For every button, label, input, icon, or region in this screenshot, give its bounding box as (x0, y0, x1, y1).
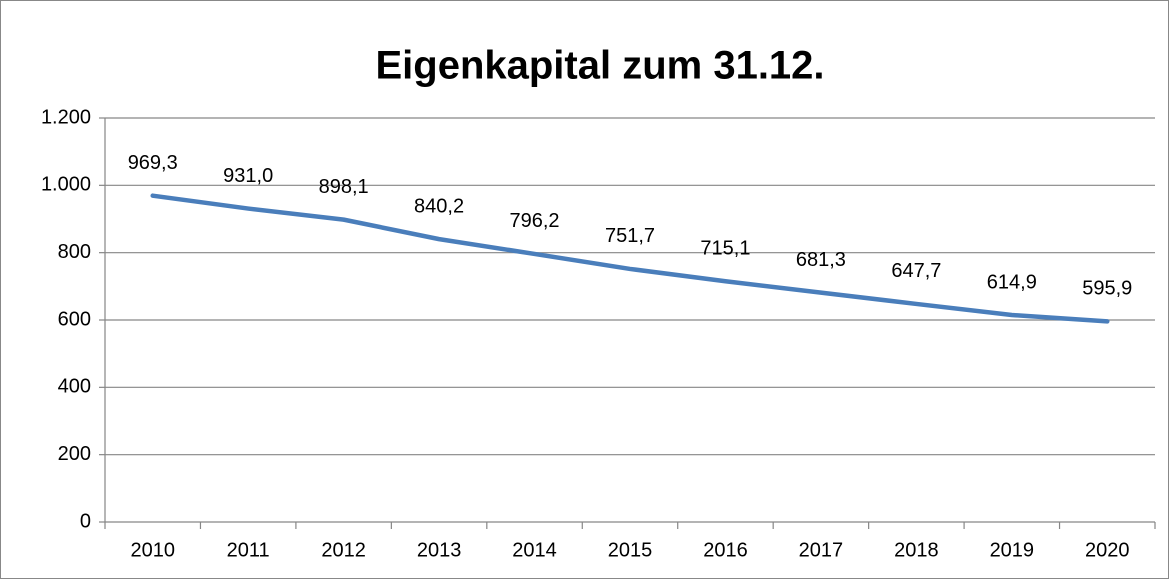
x-tick-label: 2013 (417, 539, 462, 561)
x-tick-label: 2016 (703, 539, 748, 561)
data-label: 715,1 (700, 238, 750, 260)
x-tick-label: 2010 (130, 539, 175, 561)
x-tick-label: 2017 (799, 539, 844, 561)
x-tick-label: 2019 (990, 539, 1035, 561)
x-tick-label: 2012 (321, 539, 366, 561)
x-tick-label: 2020 (1085, 539, 1130, 561)
y-tick-label: 1.200 (41, 106, 91, 128)
y-tick-label: 200 (58, 443, 91, 465)
data-label: 681,3 (796, 249, 846, 271)
data-label: 647,7 (891, 260, 941, 282)
x-tick-label: 2015 (608, 539, 653, 561)
data-label: 796,2 (510, 210, 560, 232)
x-tick-label: 2011 (227, 539, 270, 561)
data-label: 898,1 (319, 176, 369, 198)
data-label: 751,7 (605, 225, 655, 247)
y-tick-label: 400 (58, 376, 91, 398)
data-label: 595,9 (1082, 278, 1132, 300)
y-tick-label: 600 (58, 308, 91, 330)
y-tick-label: 800 (58, 241, 91, 263)
x-tick-label: 2014 (512, 539, 557, 561)
x-tick-label: 2018 (894, 539, 939, 561)
data-label: 931,0 (223, 165, 273, 187)
y-tick-label: 0 (80, 510, 91, 532)
chart-title: Eigenkapital zum 31.12. (375, 44, 824, 88)
line (150, 193, 1110, 324)
y-tick-label: 1.000 (41, 174, 91, 196)
data-label: 614,9 (987, 271, 1037, 293)
data-label: 840,2 (414, 195, 464, 217)
data-label: 969,3 (128, 152, 178, 174)
